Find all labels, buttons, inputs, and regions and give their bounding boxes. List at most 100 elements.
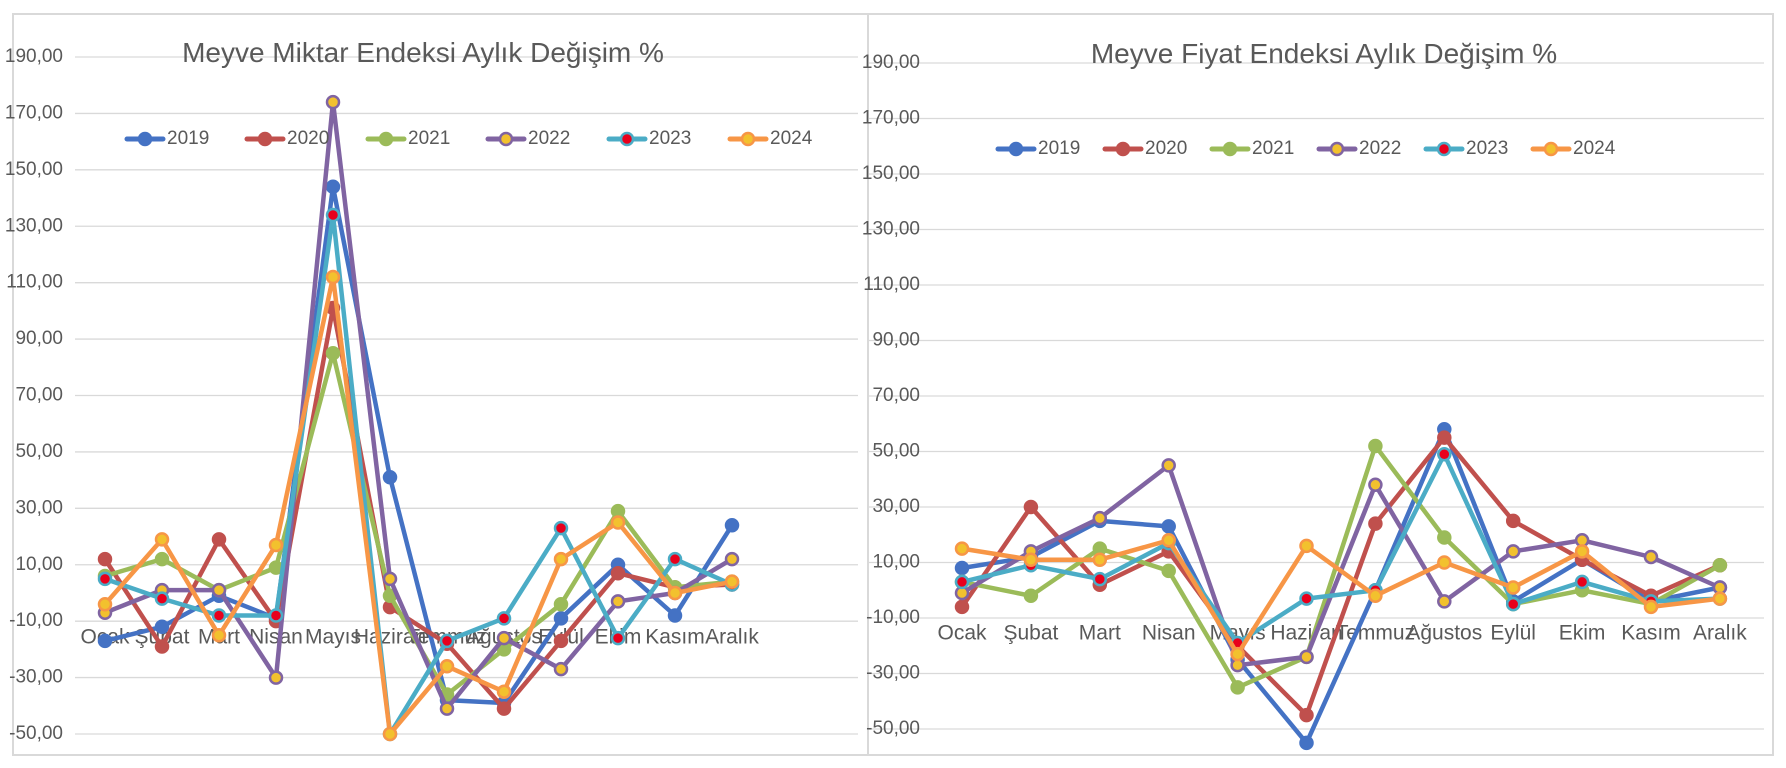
quantity-data-point xyxy=(154,551,170,567)
quantity-legend-label: 2023 xyxy=(649,128,691,149)
quantity-legend-swatch-marker xyxy=(378,131,394,147)
price-legend-item: 2024 xyxy=(1530,138,1616,159)
quantity-legend-swatch-marker xyxy=(257,131,273,147)
price-data-point xyxy=(1437,447,1452,462)
quantity-data-point xyxy=(154,591,170,606)
price-data-point xyxy=(954,574,970,590)
price-legend-label: 2020 xyxy=(1145,138,1187,159)
quantity-data-point xyxy=(382,726,398,742)
price-series-line-2021 xyxy=(959,443,1723,690)
quantity-data-point xyxy=(325,269,341,285)
quantity-data-point xyxy=(211,608,227,623)
price-x-tick-label: Nisan xyxy=(1142,622,1196,645)
price-data-point xyxy=(1437,555,1452,570)
price-data-point xyxy=(1023,499,1039,515)
quantity-data-point xyxy=(724,574,740,589)
price-data-point xyxy=(1505,580,1521,595)
price-data-point xyxy=(1023,552,1039,567)
price-x-tick-label: Aralık xyxy=(1693,622,1747,645)
price-y-tick-label: 130,00 xyxy=(862,219,920,240)
quantity-y-tick-label: 50,00 xyxy=(15,441,63,462)
quantity-data-point xyxy=(610,515,626,530)
price-data-point xyxy=(1299,649,1314,665)
price-data-point xyxy=(1299,735,1314,751)
price-data-point xyxy=(1505,544,1521,559)
quantity-data-point xyxy=(325,94,341,110)
price-data-point xyxy=(1368,516,1383,531)
quantity-data-point xyxy=(496,630,512,646)
price-data-point xyxy=(1505,513,1521,529)
price-chart-title: Meyve Fiyat Endeksi Aylık Değişim % xyxy=(1091,38,1557,69)
quantity-y-tick-label: 170,00 xyxy=(5,102,63,123)
quantity-data-point xyxy=(154,619,170,635)
price-x-tick-label: Haziran xyxy=(1270,622,1342,645)
quantity-legend-swatch-marker xyxy=(498,131,514,147)
quantity-data-point xyxy=(496,684,512,699)
price-data-point xyxy=(1437,530,1452,545)
price-data-point xyxy=(1161,533,1176,548)
price-legend-swatch-marker xyxy=(1008,141,1024,157)
price-data-point xyxy=(1712,558,1728,573)
price-legend-item: 2023 xyxy=(1423,138,1508,159)
price-data-point xyxy=(1368,588,1383,604)
quantity-gridlines xyxy=(75,56,858,735)
price-y-tick-label: 90,00 xyxy=(872,330,920,351)
price-y-tick-label: -30,00 xyxy=(866,663,920,684)
price-series-2024 xyxy=(954,533,1728,662)
price-x-tick-label: Şubat xyxy=(1003,622,1058,645)
price-data-point xyxy=(1505,596,1521,612)
quantity-data-point xyxy=(610,630,626,646)
price-legend-label: 2019 xyxy=(1038,138,1080,159)
price-legend-label: 2023 xyxy=(1466,138,1508,159)
price-y-tick-label: 110,00 xyxy=(863,274,920,295)
price-data-point xyxy=(954,560,970,576)
quantity-data-point xyxy=(382,571,398,587)
quantity-series-line-2024 xyxy=(102,274,735,737)
quantity-legend-swatch-marker xyxy=(619,131,635,147)
price-x-tick-label: Ağustos xyxy=(1406,622,1482,645)
quantity-legend-item: 2024 xyxy=(727,128,813,149)
quantity-data-point xyxy=(97,633,113,649)
quantity-data-point xyxy=(211,628,227,643)
quantity-data-point xyxy=(382,470,398,485)
quantity-data-point xyxy=(610,565,626,581)
price-index-chart: -50,00 -30,00 -10,00 10,00 30,00 50,00 70,00 90… xyxy=(862,13,1774,756)
quantity-data-point xyxy=(268,537,284,553)
quantity-legend-item: 2019 xyxy=(124,128,209,149)
quantity-y-tick-label: 90,00 xyxy=(15,328,63,349)
quantity-data-point xyxy=(496,701,512,716)
price-x-tick-label: Eylül xyxy=(1490,622,1536,645)
quantity-legend-label: 2024 xyxy=(770,128,813,149)
price-y-tick-label: -50,00 xyxy=(866,718,920,739)
price-legend-swatch-marker xyxy=(1436,141,1452,157)
quantity-y-tick-label: 110,00 xyxy=(6,272,63,293)
quantity-data-point xyxy=(553,611,569,626)
price-legend-swatch-marker xyxy=(1115,141,1131,157)
price-data-point xyxy=(1712,591,1728,606)
quantity-y-tick-label: 150,00 xyxy=(5,159,63,180)
price-y-tick-label: 170,00 xyxy=(862,108,920,129)
price-y-tick-label: 30,00 xyxy=(872,496,920,517)
price-legend-swatch-marker xyxy=(1222,141,1238,157)
quantity-legend-label: 2022 xyxy=(528,128,570,149)
quantity-legend-item: 2020 xyxy=(244,128,329,149)
quantity-legend-label: 2020 xyxy=(287,128,329,149)
price-x-tick-label: Mart xyxy=(1079,622,1121,645)
price-data-point xyxy=(1368,477,1383,493)
quantity-x-tick-label: Kasım xyxy=(645,626,705,649)
price-legend: 2019 2020 2021 2022 2023 2024 xyxy=(995,138,1616,159)
price-data-point xyxy=(1161,458,1176,473)
quantity-data-point xyxy=(211,532,227,547)
price-data-point xyxy=(1437,594,1452,609)
price-gridlines xyxy=(868,62,1764,730)
price-data-point xyxy=(1161,519,1176,534)
price-data-point xyxy=(1230,680,1245,695)
quantity-data-point xyxy=(211,582,227,598)
quantity-index-chart: -50,00 -30,00 -10,00 10,00 30,00 50,00 70,00 90… xyxy=(5,13,869,756)
quantity-data-point xyxy=(97,571,113,587)
price-data-point xyxy=(1437,430,1452,445)
quantity-data-point xyxy=(439,701,455,716)
quantity-data-point xyxy=(97,551,113,567)
